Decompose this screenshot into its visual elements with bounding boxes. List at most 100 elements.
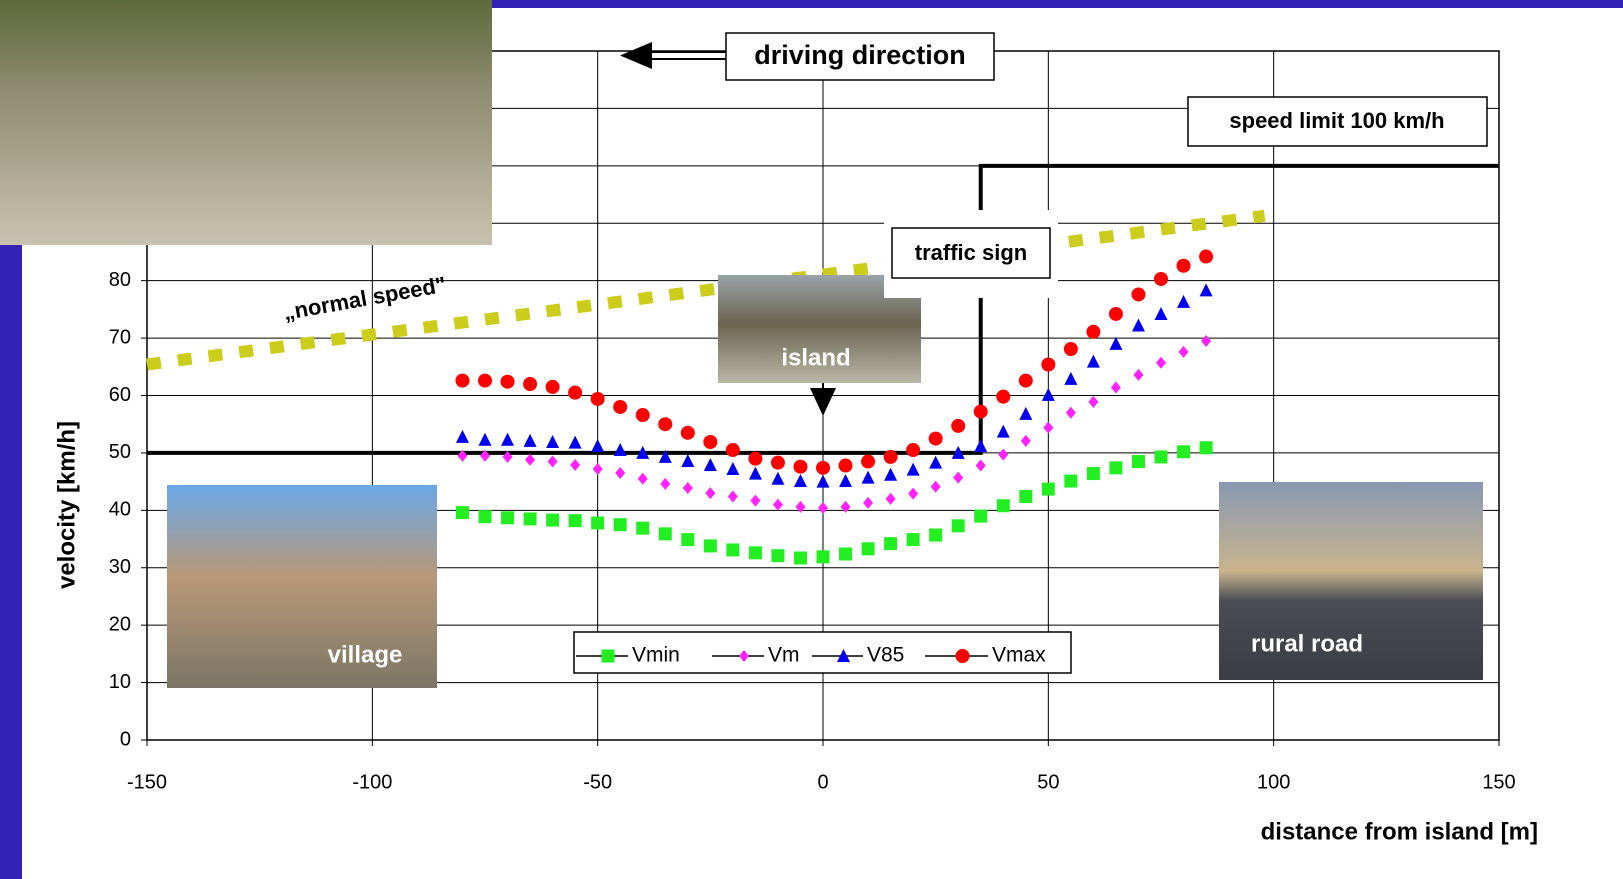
marker [1064, 342, 1078, 356]
marker [1132, 318, 1145, 331]
marker [1177, 259, 1191, 273]
y-tick-label: 30 [109, 556, 131, 578]
marker [794, 474, 807, 487]
marker [907, 463, 920, 476]
marker [884, 468, 897, 481]
marker [726, 443, 740, 457]
legend-label: Vmin [632, 644, 680, 667]
marker [613, 400, 627, 414]
marker [636, 408, 650, 422]
marker [569, 436, 582, 449]
y-tick-label: 0 [120, 728, 131, 750]
marker [1109, 461, 1122, 474]
marker [817, 550, 830, 563]
speed-limit-label: speed limit 100 km/h [1229, 108, 1444, 133]
marker [591, 392, 605, 406]
marker [660, 478, 670, 490]
marker [525, 454, 535, 466]
marker [703, 435, 717, 449]
marker [1088, 396, 1098, 408]
legend-label: Vm [768, 644, 800, 667]
x-tick-label: 150 [1482, 771, 1515, 793]
y-tick-label: 20 [109, 613, 131, 635]
photo-roundabout [0, 0, 492, 245]
marker [1177, 445, 1190, 458]
marker [906, 443, 920, 457]
marker [704, 458, 717, 471]
marker [1154, 272, 1168, 286]
marker [816, 461, 830, 475]
village-label: village [328, 641, 403, 668]
marker [705, 487, 715, 499]
marker [523, 377, 537, 391]
marker [1019, 490, 1032, 503]
marker [726, 462, 739, 475]
marker [1111, 381, 1121, 393]
marker [570, 459, 580, 471]
x-tick-label: 0 [817, 771, 828, 793]
marker [591, 439, 604, 452]
marker [1064, 372, 1077, 385]
marker [728, 491, 738, 503]
marker [862, 471, 875, 484]
marker [659, 527, 672, 540]
marker [773, 499, 783, 511]
y-tick-label: 80 [109, 269, 131, 291]
marker [953, 472, 963, 484]
marker [996, 390, 1010, 404]
marker [863, 497, 873, 509]
marker [681, 426, 695, 440]
marker [884, 537, 897, 550]
x-tick-label: 50 [1037, 771, 1059, 793]
page: {"chart_data": { "type": "scatter", "xla… [0, 0, 1623, 879]
marker [1177, 295, 1190, 308]
marker [1109, 307, 1123, 321]
marker [681, 533, 694, 546]
marker [1156, 357, 1166, 369]
marker [771, 456, 785, 470]
marker [569, 514, 582, 527]
x-tick-label: -50 [583, 771, 612, 793]
y-tick-label: 50 [109, 441, 131, 463]
y-tick-label: 70 [109, 326, 131, 348]
marker [974, 405, 988, 419]
direction-arrow-head [620, 42, 652, 69]
marker [524, 512, 537, 525]
marker [1155, 450, 1168, 463]
marker [591, 516, 604, 529]
marker [658, 417, 672, 431]
marker [862, 542, 875, 555]
marker [956, 649, 970, 663]
marker [748, 452, 762, 466]
marker [1201, 335, 1211, 347]
marker [817, 475, 830, 488]
rural-road-label: rural road [1251, 630, 1363, 657]
marker [1019, 407, 1032, 420]
marker [1041, 357, 1055, 371]
marker [998, 449, 1008, 461]
marker [614, 518, 627, 531]
marker [771, 549, 784, 562]
x-tick-label: 100 [1257, 771, 1290, 793]
marker [455, 374, 469, 388]
marker [456, 506, 469, 519]
marker [929, 432, 943, 446]
marker [615, 467, 625, 479]
marker [479, 510, 492, 523]
marker [929, 456, 942, 469]
marker [479, 433, 492, 446]
marker [568, 386, 582, 400]
marker [974, 439, 987, 452]
marker [614, 443, 627, 456]
marker [1042, 483, 1055, 496]
marker [1066, 407, 1076, 419]
marker [1200, 441, 1213, 454]
marker [1087, 355, 1100, 368]
marker [681, 454, 694, 467]
x-axis-title: distance from island [m] [1261, 818, 1538, 845]
marker [750, 495, 760, 507]
marker [749, 546, 762, 559]
y-tick-label: 60 [109, 384, 131, 406]
direction-label: driving direction [754, 40, 966, 70]
marker [929, 529, 942, 542]
